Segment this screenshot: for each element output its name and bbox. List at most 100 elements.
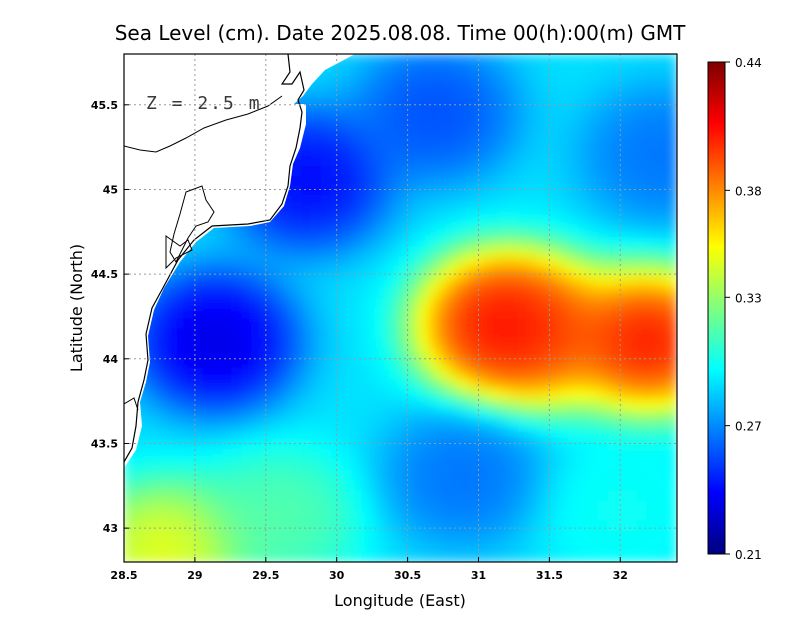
field-cell: [153, 449, 165, 461]
field-cell: [232, 439, 244, 451]
field-cell: [172, 510, 184, 522]
field-cell: [558, 541, 569, 553]
field-cell: [587, 480, 599, 492]
field-cell: [577, 144, 589, 157]
field-cell: [617, 358, 629, 370]
field-cell: [143, 541, 155, 553]
field-cell: [488, 419, 500, 431]
field-cell: [607, 205, 619, 218]
field-cell: [656, 114, 668, 126]
field-cell: [271, 500, 283, 512]
field-cell: [301, 144, 313, 157]
field-cell: [390, 449, 402, 461]
field-cell: [558, 134, 569, 146]
field-cell: [390, 378, 402, 390]
field-cell: [666, 327, 677, 339]
field-cell: [439, 104, 451, 116]
field-cell: [617, 520, 629, 533]
field-cell: [400, 256, 411, 268]
field-cell: [656, 368, 668, 380]
field-cell: [380, 551, 392, 562]
field-cell: [429, 419, 441, 431]
field-cell: [637, 277, 648, 289]
field-cell: [360, 398, 372, 411]
field-cell: [330, 266, 342, 279]
field-cell: [153, 470, 165, 482]
field-cell: [646, 439, 658, 451]
field-cell: [212, 500, 224, 512]
field-cell: [340, 348, 352, 360]
field-cell: [311, 398, 323, 411]
x-axis-label: Longitude (East): [334, 591, 466, 610]
field-cell: [607, 358, 619, 370]
field-cell: [577, 470, 589, 482]
field-cell: [350, 490, 362, 502]
field-cell: [330, 348, 342, 360]
field-cell: [390, 134, 402, 146]
field-cell: [627, 510, 639, 522]
field-cell: [508, 195, 520, 207]
field-cell: [488, 124, 500, 136]
field-cell: [637, 378, 648, 390]
field-cell: [538, 368, 550, 380]
field-cell: [488, 226, 500, 238]
field-cell: [518, 73, 530, 85]
field-cell: [261, 409, 273, 421]
field-cell: [449, 459, 461, 472]
field-cell: [439, 287, 451, 299]
field-cell: [390, 246, 402, 258]
field-cell: [380, 348, 392, 360]
field-cell: [587, 388, 599, 400]
field-cell: [607, 541, 619, 553]
field-cell: [646, 94, 658, 106]
field-cell: [637, 63, 648, 75]
field-cell: [192, 500, 204, 512]
field-cell: [617, 195, 629, 207]
field-cell: [321, 73, 332, 85]
field-cell: [597, 541, 609, 553]
field-cell: [400, 531, 411, 543]
field-cell: [538, 73, 550, 85]
field-cell: [637, 459, 648, 472]
field-cell: [340, 205, 352, 218]
field-cell: [242, 500, 253, 512]
field-cell: [538, 388, 550, 400]
field-cell: [380, 541, 392, 553]
field-cell: [182, 297, 194, 309]
field-cell: [597, 378, 609, 390]
field-cell: [212, 409, 224, 421]
field-cell: [281, 378, 293, 390]
field-cell: [370, 205, 382, 218]
field-cell: [400, 83, 411, 96]
field-cell: [528, 185, 540, 197]
field-cell: [656, 104, 668, 116]
field-cell: [508, 73, 520, 85]
field-cell: [429, 388, 441, 400]
field-cell: [617, 459, 629, 472]
field-cell: [459, 236, 471, 248]
field-cell: [666, 531, 677, 543]
field-cell: [321, 175, 332, 187]
field-cell: [508, 398, 520, 411]
field-cell: [212, 256, 224, 268]
field-cell: [390, 175, 402, 187]
field-cell: [281, 409, 293, 421]
field-cell: [281, 470, 293, 482]
field-cell: [380, 266, 392, 279]
field-cell: [646, 368, 658, 380]
field-cell: [182, 398, 194, 411]
field-cell: [607, 94, 619, 106]
field-cell: [498, 195, 510, 207]
field-cell: [597, 531, 609, 543]
field-cell: [548, 480, 560, 492]
field-cell: [498, 63, 510, 75]
field-cell: [548, 63, 560, 75]
field-cell: [548, 551, 560, 562]
field-cell: [577, 388, 589, 400]
field-cell: [597, 419, 609, 431]
field-cell: [202, 307, 214, 319]
field-cell: [666, 73, 677, 85]
field-cell: [350, 155, 362, 167]
field-cell: [597, 63, 609, 75]
field-cell: [202, 449, 214, 461]
